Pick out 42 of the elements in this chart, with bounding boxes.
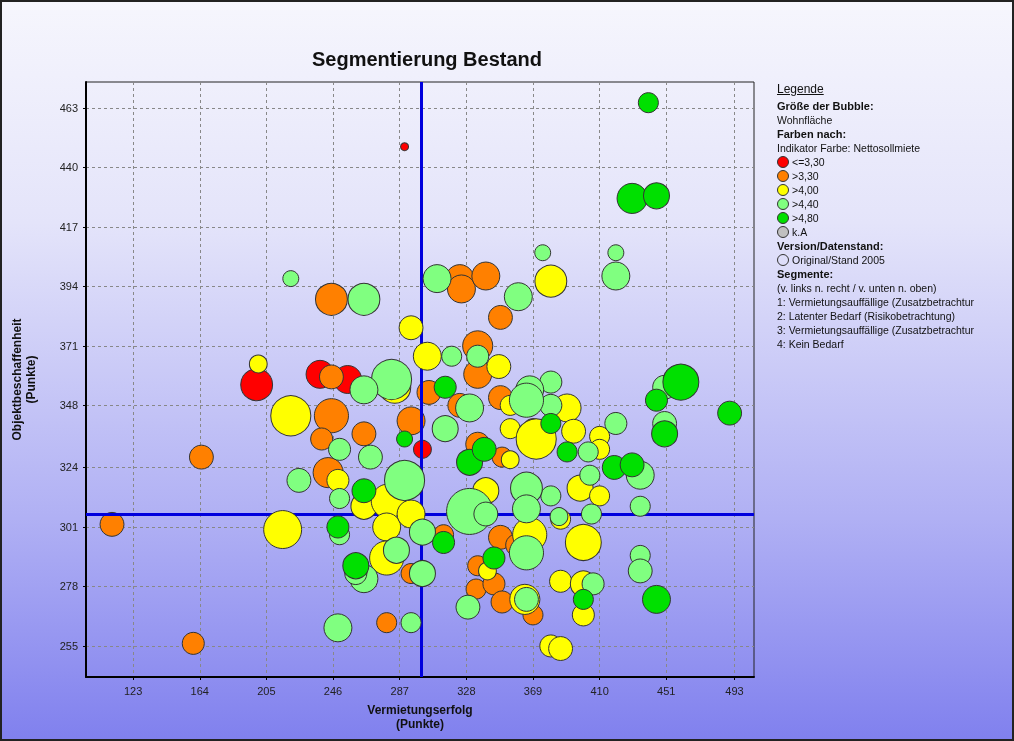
x-axis-title: Vermietungserfolg (Punkte) (367, 703, 473, 731)
chart-title: Segmentierung Bestand (311, 48, 543, 70)
legend-label: >4,40 (792, 197, 819, 211)
legend-title: Legende (777, 82, 825, 96)
text: 2: Latenter Bedarf (Risikobetrachtung) (777, 309, 956, 323)
legend-label: >4,00 (792, 183, 819, 197)
x-tick-label: 493 (725, 684, 744, 697)
text: 3: Vermietungsauffällige (Zusatzbetrachtur (777, 323, 976, 337)
x-tick-label: 287 (390, 684, 409, 697)
y-tick-label: 301 (59, 520, 78, 533)
legend-label: <=3,30 (792, 155, 825, 169)
legend-label: >3,30 (792, 169, 819, 183)
text: (v. links n. recht / v. unten n. oben) (777, 281, 938, 295)
text: Original/Stand 2005 (792, 253, 885, 267)
text: Segmente: (777, 267, 835, 281)
y-tick-label: 463 (59, 101, 78, 114)
y-tick-label: 324 (59, 461, 78, 474)
text: Version/Datenstand: (777, 239, 885, 253)
x-tick-label: 246 (323, 684, 343, 697)
y-tick-label: 348 (59, 399, 78, 412)
y-tick-label: 278 (59, 580, 78, 593)
y-axis-title: Objektbeschaffenheit (Punkte) (10, 318, 38, 441)
x-tick-label: 451 (657, 684, 676, 697)
y-tick-label: 394 (59, 280, 78, 293)
text: Wohnfläche (777, 113, 834, 127)
legend-label: k.A (792, 225, 808, 239)
text: Größe der Bubble: (777, 99, 875, 113)
x-tick-label: 410 (590, 684, 609, 697)
y-tick-label: 417 (59, 220, 78, 233)
y-tick-label: 255 (59, 639, 78, 652)
x-tick-label: 328 (457, 684, 476, 697)
text: 1: Vermietungsauffällige (Zusatzbetrachtur (777, 295, 976, 309)
x-tick-label: 123 (123, 684, 143, 697)
text: Farben nach: (777, 127, 848, 141)
text: Indikator Farbe: Nettosollmiete (777, 141, 921, 155)
legend-label: >4,80 (792, 211, 819, 225)
x-tick-label: 164 (190, 684, 209, 697)
x-tick-label: 369 (523, 684, 543, 697)
text: 4: Kein Bedarf (777, 337, 845, 351)
y-tick-label: 371 (59, 339, 78, 352)
y-tick-label: 440 (59, 161, 78, 174)
x-tick-label: 205 (257, 684, 276, 697)
